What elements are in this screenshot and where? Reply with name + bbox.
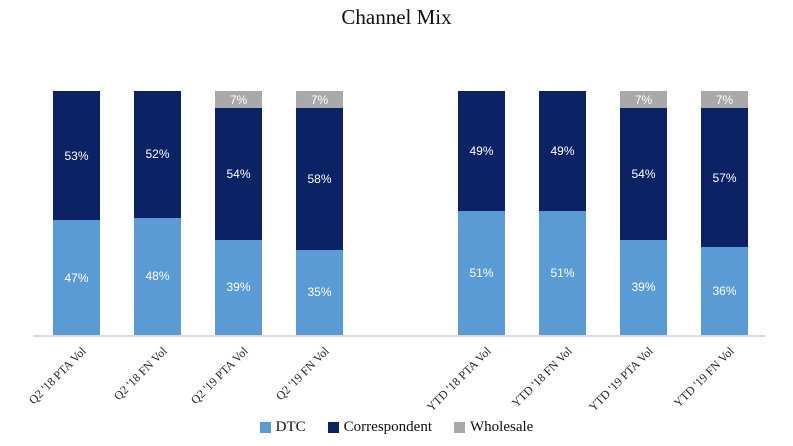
data-label: 36% [712,284,737,299]
bar-q2-18-fn-vol: 48% 52% [134,91,181,335]
x-axis-label: YTD '19 FN Vol [670,344,737,411]
x-axis-line [33,335,765,337]
bar-segment-wholesale: 7% [215,91,262,109]
bar-segment-dtc: 48% [134,217,181,335]
data-label: 48% [145,269,170,284]
legend-item-wholesale: Wholesale [454,419,533,436]
legend-label: Correspondent [343,419,432,435]
data-label: 51% [550,265,575,280]
legend-item-correspondent: Correspondent [327,419,432,436]
x-axis-label: YTD '18 PTA Vol [423,344,494,415]
legend-label: Wholesale [470,419,534,435]
data-label: 7% [229,92,248,107]
bar-ytd-18-pta-vol: 51% 49% [458,91,505,335]
data-label: 58% [307,171,332,186]
bar-q2-19-fn-vol: 35% 58% 7% [296,91,343,335]
data-label: 7% [715,92,734,107]
bar-ytd-19-fn-vol: 36% 57% 7% [701,91,748,335]
bar-segment-dtc: 39% [215,239,262,335]
x-axis-label: YTD '19 PTA Vol [585,344,656,415]
legend-swatch-correspondent [327,422,339,433]
chart-title: Channel Mix [341,5,452,29]
bar-segment-wholesale: 7% [701,91,748,109]
data-label: 53% [64,148,89,163]
data-label: 49% [469,143,494,158]
x-axis-label: Q2 '18 PTA Vol [25,344,89,408]
legend: DTC Correspondent Wholesale [0,419,793,436]
bar-segment-dtc: 47% [53,220,100,335]
data-label: 49% [550,143,575,158]
data-label: 7% [310,92,329,107]
x-axis-label: YTD '18 FN Vol [508,344,575,411]
data-label: 39% [226,280,251,295]
bar-segment-correspondent: 57% [701,108,748,248]
legend-swatch-wholesale [454,422,465,433]
bar-segment-correspondent: 54% [620,108,667,240]
bar-segment-wholesale: 7% [296,91,343,109]
x-axis-label: Q2 '18 FN Vol [110,344,170,403]
bar-segment-dtc: 39% [620,239,667,335]
bar-segment-dtc: 36% [701,247,748,335]
data-label: 52% [145,147,170,162]
bar-q2-19-pta-vol: 39% 54% 7% [215,91,262,335]
data-label: 39% [631,280,656,295]
bar-segment-correspondent: 58% [296,108,343,250]
data-label: 54% [631,166,656,181]
data-label: 47% [64,270,89,285]
data-label: 35% [307,285,332,300]
data-label: 7% [634,92,653,107]
legend-label: DTC [275,419,306,435]
data-label: 57% [712,170,737,185]
legend-swatch-dtc [259,422,271,433]
bar-segment-correspondent: 49% [539,91,586,211]
bar-segment-dtc: 51% [539,210,586,335]
bar-segment-dtc: 51% [458,210,505,335]
bar-segment-correspondent: 54% [215,108,262,240]
data-label: 51% [469,265,494,280]
x-axis-label: Q2 '19 PTA Vol [187,344,251,408]
bar-segment-correspondent: 52% [134,91,181,218]
bar-ytd-19-pta-vol: 39% 54% 7% [620,91,667,335]
bar-segment-correspondent: 49% [458,91,505,211]
bar-q2-18-pta-vol: 47% 53% [53,91,100,335]
bar-segment-dtc: 35% [296,249,343,335]
data-label: 54% [226,166,251,181]
bar-segment-wholesale: 7% [620,91,667,109]
bar-segment-correspondent: 53% [53,91,100,221]
legend-item-dtc: DTC [259,419,306,436]
bar-ytd-18-fn-vol: 51% 49% [539,91,586,335]
x-axis-label: Q2 '19 FN Vol [272,344,332,403]
